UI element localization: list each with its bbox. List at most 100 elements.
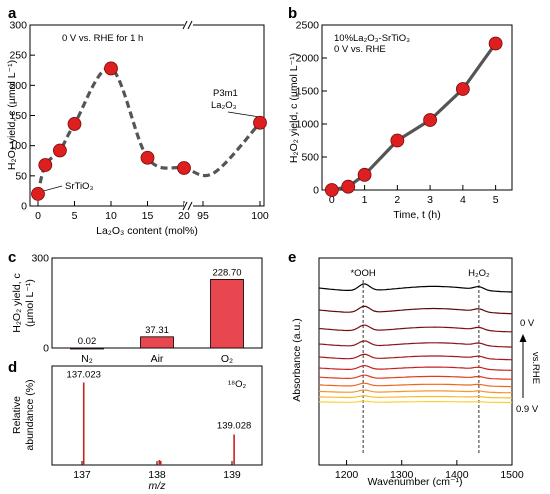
panel-a-trend-curve xyxy=(36,66,262,195)
panel-a-ytick-label: 100 xyxy=(9,140,27,152)
panel-a-break-mark xyxy=(182,20,188,30)
panel-a-ylabel: H₂O₂ yield, c (µmol L⁻¹) xyxy=(6,60,18,170)
panel-e-marker-label: *OOH xyxy=(350,268,375,279)
panel-c-ylabel-line2: (µmol L⁻¹) xyxy=(24,279,36,327)
panel-b-xtick-label: 5 xyxy=(493,194,499,206)
panel-e-arrow-head xyxy=(519,334,527,342)
panel-a-ytick-label: 250 xyxy=(9,50,27,62)
panel-b-ylabel: H₂O₂ yield, c (µmol L⁻¹) xyxy=(288,53,300,163)
panel-c-value-label: 228.70 xyxy=(212,267,241,278)
panel-e-spectrum xyxy=(319,395,512,399)
panel-d-ylabel-line1: Relative xyxy=(11,396,23,434)
panel-b-xtick-label: 4 xyxy=(460,194,466,206)
panel-e-potential-top: 0 V xyxy=(520,318,535,329)
panel-d-xtick-label: 139 xyxy=(223,469,241,481)
panel-b-xlabel: Time, t (h) xyxy=(393,209,440,221)
panel-e-spectrum xyxy=(318,283,513,293)
panel-a-frame xyxy=(29,24,265,207)
panel-a-ytick-label: 200 xyxy=(9,80,27,92)
panel-label-a: a xyxy=(8,5,17,22)
panel-label-d: d xyxy=(8,359,17,376)
panel-c-bar xyxy=(70,347,104,350)
panel-e-marker-label: H₂O₂ xyxy=(468,268,490,279)
panel-a-break-mark xyxy=(187,20,193,30)
panel-d-isotope: ¹⁸O₂ xyxy=(228,379,247,390)
panel-a-xtick-label: 15 xyxy=(142,210,154,222)
panel-a-xtick-label: 5 xyxy=(72,210,78,222)
panel-d-ylabel-line2: abundance (%) xyxy=(24,379,36,450)
panel-a-data-point xyxy=(177,161,191,175)
panel-d-xtick-label: 138 xyxy=(148,469,166,481)
panel-a-xtick-label: 0 xyxy=(35,210,41,222)
panel-e-xtick-label: 1200 xyxy=(335,469,359,481)
panel-e-xtick-label: 1500 xyxy=(500,469,524,481)
panel-b-xtick-label: 0 xyxy=(329,194,335,206)
panel-e-spectrum xyxy=(318,389,512,394)
panel-a-data-point xyxy=(140,150,155,165)
panel-b-ytick-label: 2500 xyxy=(296,20,320,32)
panel-e-xtick-label: 1300 xyxy=(390,469,414,481)
panel-a-break-gap xyxy=(184,203,193,209)
panel-a-data-point xyxy=(53,143,67,158)
panel-c-ytick-label: 0 xyxy=(43,343,49,355)
panel-b-xtick-label: 3 xyxy=(427,194,433,206)
panel-c-ylabel-line1: H₂O₂ yield, c xyxy=(11,273,23,333)
panel-e: 0 V 0.9 V vs.RHE Wavenumber (cm⁻¹) Absor… xyxy=(291,257,541,488)
panel-label-b: b xyxy=(288,5,297,22)
panel-e-spectrum xyxy=(318,305,513,315)
panel-d-xlabel: m/z xyxy=(149,480,167,492)
panel-a-xtick-label: 20 xyxy=(178,210,190,222)
panel-e-spectrum xyxy=(318,382,512,388)
panel-d-peak-label: 139.028 xyxy=(217,420,251,431)
panel-b-series-line xyxy=(331,42,497,192)
panel-b-data-point xyxy=(357,167,372,182)
panel-b-xtick-label: 2 xyxy=(394,194,400,206)
panel-a-break-mark xyxy=(187,201,193,211)
panel-e-spectrum xyxy=(318,364,512,371)
panel-b-xtick-label: 1 xyxy=(362,194,368,206)
panel-a-data-point xyxy=(253,115,267,130)
panel-e-spectrum xyxy=(318,374,512,380)
panel-b-data-point xyxy=(390,133,405,148)
panel-a-condition: 0 V vs. RHE for 1 h xyxy=(62,33,143,44)
panel-e-frame xyxy=(318,257,513,466)
panel-a-ytick-label: 50 xyxy=(15,170,27,182)
panel-b-ytick-label: 0 xyxy=(313,185,319,197)
panel-a-data-point xyxy=(67,117,82,131)
panel-e-potential-bottom: 0.9 V xyxy=(516,404,539,415)
panel-a-label-srtio3: SrTiO₃ xyxy=(65,181,93,192)
panel-b-data-point xyxy=(423,113,438,127)
panel-a-xtick-label: 95 xyxy=(197,210,209,222)
panel-b-ytick-label: 500 xyxy=(301,152,319,164)
panel-a-data-point xyxy=(104,61,118,76)
panel-a-ytick-label: 150 xyxy=(9,110,27,122)
panel-a: 0 V vs. RHE for 1 h SrTiO₃ P3m1 La₂O₃ La… xyxy=(6,20,269,238)
panel-a-label-group: P3m1 xyxy=(213,88,238,99)
panel-b-ytick-label: 2000 xyxy=(296,53,320,65)
panel-b: 10%La₂O₃-SrTiO₃ 0 V vs. RHE Time, t (h) … xyxy=(288,20,513,221)
panel-a-label-la2o3: La₂O₃ xyxy=(211,100,237,111)
panel-c: H₂O₂ yield, c (µmol L⁻¹) 0 300 0.02 N₂ 37.31… xyxy=(11,253,263,365)
panel-label-e: e xyxy=(288,249,296,266)
panel-a-data-point xyxy=(38,158,53,172)
panel-a-ytick-label: 300 xyxy=(9,20,27,32)
panel-a-break-gap xyxy=(184,22,193,28)
panel-b-data-point xyxy=(324,183,339,197)
panel-a-xlabel: La₂O₃ content (mol%) xyxy=(96,225,198,237)
panel-a-ytick-label: 0 xyxy=(21,201,27,213)
panel-a-break-mark xyxy=(182,201,188,211)
panel-b-data-point xyxy=(455,82,470,96)
panel-a-xtick-label: 10 xyxy=(105,210,117,222)
panel-c-bar xyxy=(210,278,244,349)
panel-a-data-point xyxy=(31,187,45,201)
panel-b-sample: 10%La₂O₃-SrTiO₃ xyxy=(334,33,410,44)
panel-c-bar xyxy=(140,336,174,349)
panel-e-xlabel: Wavenumber (cm⁻¹) xyxy=(368,476,463,488)
panel-b-data-point xyxy=(488,36,503,51)
panel-e-spectrum xyxy=(318,340,512,348)
panel-b-ytick-label: 1000 xyxy=(296,119,320,131)
panel-c-value-label: 0.02 xyxy=(78,336,97,347)
panel-e-spectrum xyxy=(318,324,512,333)
panel-e-arrow-label: vs.RHE xyxy=(530,352,541,384)
panel-b-ytick-label: 1500 xyxy=(296,86,320,98)
